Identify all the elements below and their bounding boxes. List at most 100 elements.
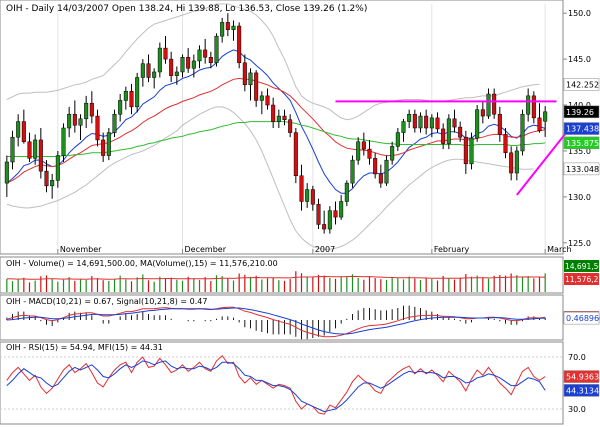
candle-body	[191, 60, 196, 69]
candle-body	[140, 63, 145, 78]
candle-body	[33, 139, 38, 159]
candle-body	[259, 95, 264, 101]
candle-body	[469, 137, 474, 165]
candle-body	[288, 119, 293, 133]
price-xtick-label: November	[60, 245, 102, 254]
trendlines	[335, 100, 575, 196]
candle	[480, 100, 485, 124]
candle	[16, 114, 21, 147]
candle	[33, 134, 38, 165]
candle-body	[458, 126, 463, 138]
candlesticks	[4, 13, 548, 234]
candle	[526, 88, 531, 122]
macd-tag-label: 0.468966	[566, 314, 600, 323]
candle	[378, 164, 383, 188]
rsi-value-labels: 54.9363 44.3134	[563, 370, 600, 397]
candle-body	[327, 210, 332, 230]
candle	[463, 130, 468, 174]
candle-body	[480, 109, 485, 117]
candle	[118, 94, 123, 122]
price-tag-label: 139.26	[566, 108, 594, 117]
candle-body	[486, 93, 491, 117]
candle-body	[44, 170, 49, 187]
candle	[220, 17, 225, 43]
candle	[95, 109, 100, 147]
candle	[197, 45, 202, 69]
candle-body	[492, 93, 497, 115]
candle	[112, 109, 117, 138]
price-xtick-label: February	[434, 245, 470, 254]
candle	[293, 128, 298, 184]
rsi-tag-label: 54.9363	[566, 373, 599, 382]
price-panel-title: OIH - Daily 14/03/2007 Open 138.24, Hi 1…	[6, 4, 367, 14]
candle-body	[118, 100, 123, 115]
candle-body	[197, 49, 202, 62]
candle	[214, 33, 219, 67]
candle-body	[163, 47, 168, 60]
candle	[242, 54, 247, 92]
candle-body	[231, 25, 236, 30]
candle	[424, 109, 429, 135]
candle	[407, 109, 412, 128]
candle-body	[350, 159, 355, 184]
candle	[503, 128, 508, 159]
candle	[361, 132, 366, 156]
candle-body	[367, 148, 372, 159]
volume-moving-average	[6, 275, 546, 280]
candle	[254, 70, 259, 107]
candle	[486, 88, 491, 119]
candle	[135, 72, 140, 113]
rsi-ytick-label: 70.0	[568, 353, 586, 362]
candle-body	[237, 25, 242, 64]
candle	[288, 114, 293, 138]
price-tag-label: 142.252	[566, 80, 599, 89]
candle-body	[157, 47, 162, 73]
candle	[401, 118, 406, 142]
candle-body	[401, 121, 406, 133]
candle-body	[50, 180, 55, 187]
candle-body	[248, 72, 253, 86]
price-ytick-label: 150.0	[568, 9, 591, 18]
candle	[271, 97, 276, 128]
candle	[10, 130, 15, 170]
candle	[21, 109, 26, 144]
ema-mid-line	[6, 77, 546, 184]
candle	[61, 123, 66, 162]
candle	[208, 51, 213, 69]
candle-body	[282, 115, 287, 120]
volume-ma-line	[6, 275, 546, 280]
macd-value-labels: 0.6710.468966	[563, 311, 600, 325]
candle-body	[509, 152, 514, 174]
candle-body	[537, 117, 542, 132]
candle	[27, 132, 32, 162]
macd-lines	[6, 306, 546, 338]
candle	[469, 132, 474, 170]
candle-body	[16, 121, 21, 138]
candle-body	[276, 115, 281, 122]
rsi-tag: 44.3134	[563, 384, 600, 397]
candle-body	[254, 72, 259, 101]
candle	[322, 210, 327, 234]
candle	[191, 54, 196, 78]
candle	[316, 198, 321, 230]
candle	[163, 36, 168, 64]
candle-body	[67, 113, 72, 129]
candle-body	[61, 127, 66, 156]
price-ytick-label: 145.0	[568, 55, 591, 64]
candle	[441, 123, 446, 150]
candle-body	[446, 118, 451, 144]
candle	[299, 164, 304, 211]
candle-body	[208, 57, 213, 64]
candle-body	[89, 102, 94, 117]
candle-body	[520, 113, 525, 152]
candle-body	[27, 141, 32, 159]
candle	[276, 109, 281, 128]
bollinger-bands	[6, 3, 540, 250]
candle-body	[407, 113, 412, 122]
price-panel: 125.0 130.0 135.0 140.0 145.0 150.0 November D…	[0, 0, 600, 255]
candle-body	[356, 141, 361, 161]
candle	[50, 173, 55, 199]
volume-tag-label: 14,691,500	[565, 262, 600, 271]
price-tag: 137.438	[563, 122, 600, 135]
